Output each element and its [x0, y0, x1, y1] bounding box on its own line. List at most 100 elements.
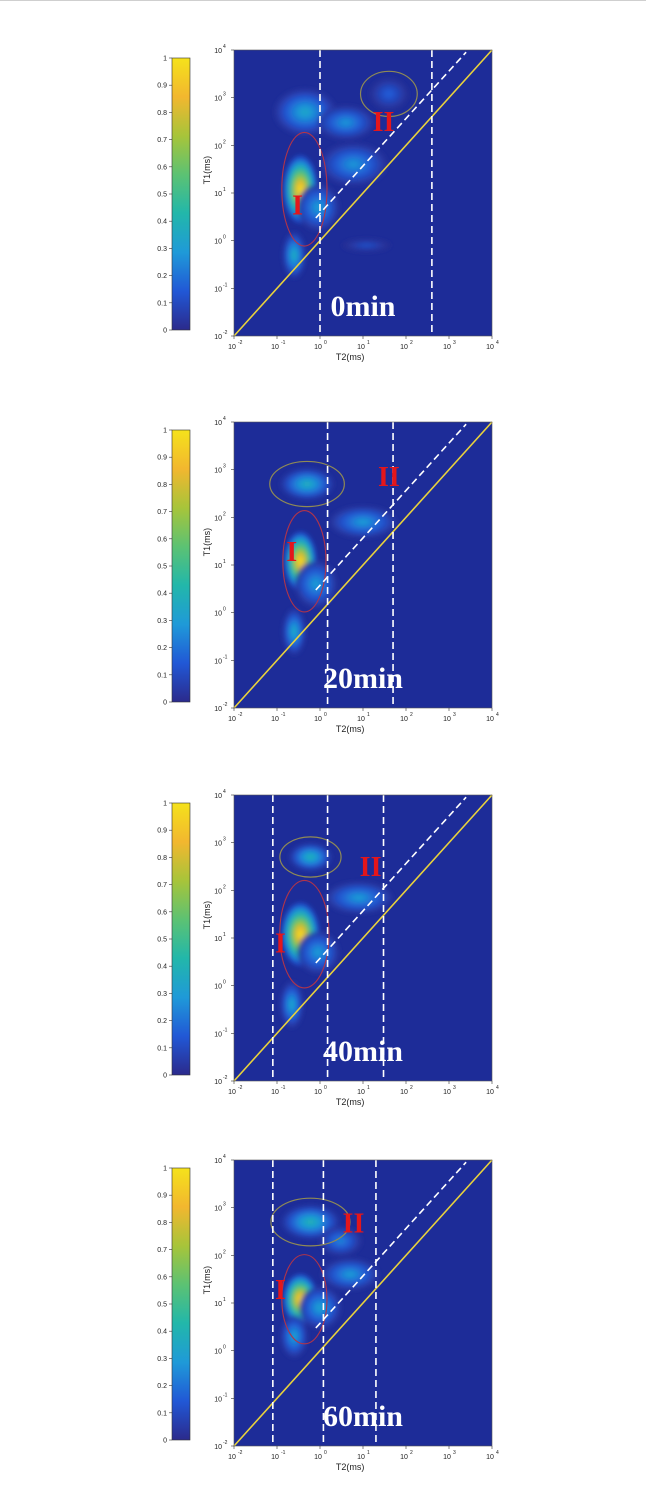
x-tick-label: 10 — [443, 344, 451, 351]
x-tick-label: 10 — [271, 716, 279, 723]
x-tick-exponent: 4 — [496, 712, 499, 718]
y-tick-exponent: 0 — [223, 980, 226, 986]
x-tick-label: 10 — [486, 344, 494, 351]
colorbar-tick-label: 0.7 — [157, 882, 167, 889]
y-tick-label: 10 — [214, 888, 222, 895]
colorbar-tick-label: 0.9 — [157, 83, 167, 90]
t1-t2-map-20min: 00.10.20.30.40.50.60.70.80.9110-210-1100… — [157, 416, 499, 734]
diagonal-line — [233, 794, 493, 1082]
diagonal-line — [233, 1159, 493, 1447]
colorbar-tick-label: 0.6 — [157, 909, 167, 916]
x-tick-exponent: 1 — [367, 340, 370, 346]
dashed-diagonal — [315, 1161, 467, 1329]
colorbar-tick-label: 1 — [163, 801, 167, 808]
y-tick-exponent: -2 — [223, 702, 228, 708]
contour-lower — [279, 879, 330, 989]
density-peak — [297, 184, 303, 195]
density-layer — [274, 78, 408, 279]
y-tick-label: 10 — [214, 143, 222, 150]
colorbar-tick-label: 0.8 — [157, 855, 167, 862]
y-tick-exponent: 3 — [223, 837, 226, 843]
y-tick-exponent: 4 — [223, 416, 226, 422]
y-tick-label: 10 — [214, 1301, 222, 1308]
density-peak — [307, 855, 314, 859]
x-tick-label: 10 — [228, 1454, 236, 1461]
colorbar-tick-label: 0.2 — [157, 273, 167, 280]
y-tick-exponent: 1 — [223, 559, 226, 565]
y-tick-exponent: 0 — [223, 607, 226, 613]
y-tick-exponent: 1 — [223, 1297, 226, 1303]
y-tick-exponent: -1 — [223, 654, 228, 660]
diagonal-line — [233, 421, 493, 709]
region-label-I: I — [286, 537, 297, 568]
density-peak — [348, 161, 359, 168]
y-tick-label: 10 — [214, 936, 222, 943]
y-tick-label: 10 — [214, 334, 222, 341]
density-peak — [306, 1219, 315, 1225]
t1-t2-map-0min: 00.10.20.30.40.50.60.70.80.9110-210-1100… — [157, 44, 499, 362]
density-peak — [312, 580, 319, 588]
density-peak — [363, 244, 370, 247]
density-peak — [292, 251, 296, 259]
y-tick-exponent: 4 — [223, 1154, 226, 1160]
y-tick-label: 10 — [214, 468, 222, 475]
x-tick-exponent: 1 — [367, 1085, 370, 1091]
y-axis-label: T1(ms) — [202, 901, 212, 930]
x-tick-label: 10 — [228, 1089, 236, 1096]
density-peak — [358, 519, 368, 525]
y-tick-exponent: 3 — [223, 92, 226, 98]
colorbar-tick-label: 0.9 — [157, 828, 167, 835]
contour-upper — [279, 836, 342, 878]
x-tick-exponent: 0 — [324, 1085, 327, 1091]
y-tick-label: 10 — [214, 1206, 222, 1213]
x-tick-label: 10 — [314, 344, 322, 351]
dashed-diagonal — [315, 423, 467, 591]
x-tick-label: 10 — [443, 1089, 451, 1096]
density-peak — [290, 1001, 294, 1008]
y-tick-exponent: -2 — [223, 1440, 228, 1446]
x-tick-label: 10 — [271, 1454, 279, 1461]
colorbar-tick-label: 0.3 — [157, 991, 167, 998]
colorbar-tick-label: 0 — [163, 700, 167, 707]
y-tick-exponent: 0 — [223, 1345, 226, 1351]
density-peak — [315, 949, 322, 956]
colorbar — [171, 1167, 191, 1441]
colorbar-tick-label: 0.7 — [157, 137, 167, 144]
density-peak — [346, 1272, 355, 1277]
y-tick-label: 10 — [214, 48, 222, 55]
x-tick-exponent: 0 — [324, 340, 327, 346]
colorbar-tick-label: 0.4 — [157, 1329, 167, 1336]
x-tick-label: 10 — [486, 1454, 494, 1461]
x-axis-label: T2(ms) — [336, 352, 365, 362]
colorbar-tick-label: 1 — [163, 56, 167, 63]
x-tick-exponent: 2 — [410, 1450, 413, 1456]
y-tick-exponent: 2 — [223, 1249, 226, 1255]
colorbar-tick-label: 0.5 — [157, 937, 167, 944]
colorbar-tick-label: 0.2 — [157, 1383, 167, 1390]
density-peak — [303, 481, 311, 487]
y-tick-exponent: 1 — [223, 932, 226, 938]
colorbar-tick-label: 0.4 — [157, 591, 167, 598]
top-rule — [0, 0, 646, 1]
colorbar-tick-label: 0.1 — [157, 672, 167, 679]
time-label: 20min — [323, 662, 403, 695]
x-tick-exponent: -2 — [238, 712, 243, 718]
density-peak — [297, 929, 304, 939]
x-tick-exponent: -1 — [281, 340, 286, 346]
t1-t2-map-40min: 00.10.20.30.40.50.60.70.80.9110-210-1100… — [157, 789, 499, 1107]
x-tick-label: 10 — [400, 344, 408, 351]
y-tick-exponent: -2 — [223, 1075, 228, 1081]
y-axis-label: T1(ms) — [202, 1266, 212, 1295]
colorbar-tick-label: 0.9 — [157, 1193, 167, 1200]
density-peak — [300, 108, 310, 116]
region-label-I: I — [275, 1275, 286, 1306]
contour-upper — [359, 70, 418, 118]
colorbar-tick-label: 0.1 — [157, 300, 167, 307]
x-tick-label: 10 — [314, 1454, 322, 1461]
y-tick-label: 10 — [214, 1079, 222, 1086]
panel-0min: 0 0.1 0.2 0.3 0.4 0.5 0.6 0.7 0.8 0.9 1 10 -2 10 -1 10 0… — [0, 10, 646, 380]
density-peak — [337, 1238, 344, 1244]
x-tick-exponent: 2 — [410, 712, 413, 718]
colorbar-tick-label: 0 — [163, 328, 167, 335]
x-tick-exponent: 3 — [453, 1450, 456, 1456]
